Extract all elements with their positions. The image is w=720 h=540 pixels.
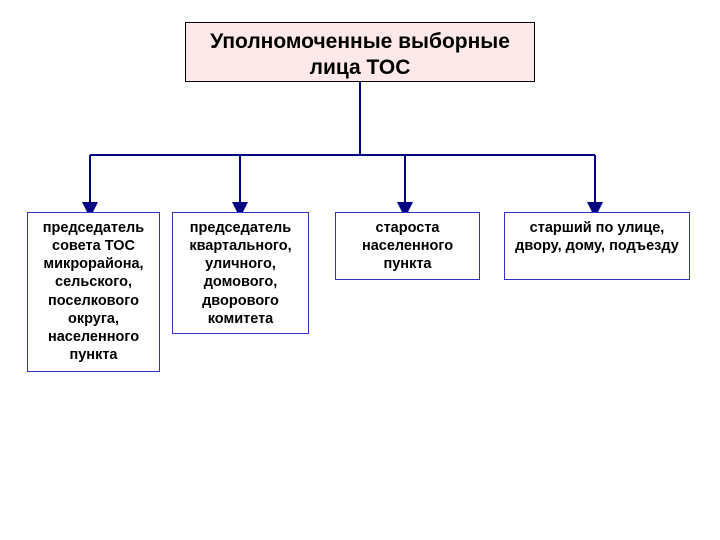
child-text-0: председатель совета ТОС микрорайона, сел… [32, 219, 155, 364]
child-box-0: председатель совета ТОС микрорайона, сел… [27, 212, 160, 372]
child-box-1: председатель квартального, уличного, дом… [172, 212, 309, 334]
child-box-2: староста населенного пункта [335, 212, 480, 280]
child-box-3: старший по улице, двору, дому, подъезду [504, 212, 690, 280]
child-text-2: староста населенного пункта [340, 219, 475, 273]
title-box: Уполномоченные выборные лица ТОС [185, 22, 535, 82]
title-text: Уполномоченные выборные лица ТОС [190, 29, 530, 82]
child-text-3: старший по улице, двору, дому, подъезду [509, 219, 685, 255]
child-text-1: председатель квартального, уличного, дом… [177, 219, 304, 328]
